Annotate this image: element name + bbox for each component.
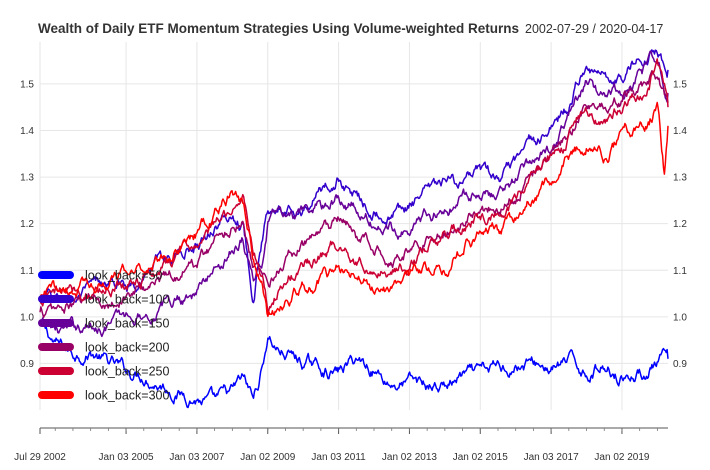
- legend-label: look_back=250: [85, 365, 169, 379]
- series-line-look-back-250: [39, 58, 669, 314]
- x-tick-label: Jan 03 2005: [99, 452, 154, 463]
- y-tick-label-left: 1.2: [20, 219, 34, 230]
- x-tick-label: Jan 03 2017: [524, 452, 579, 463]
- y-tick-label-left: 1.0: [20, 312, 34, 323]
- y-tick-label-right: 1.0: [673, 312, 687, 323]
- series-line-look-back-150: [39, 50, 669, 338]
- x-tick-label: Jan 03 2007: [169, 452, 224, 463]
- y-tick-label-left: 1.5: [20, 79, 34, 90]
- x-tick-label: Jan 02 2009: [240, 452, 295, 463]
- chart-date-range: 2002-07-29 / 2020-04-17: [525, 22, 663, 36]
- x-tick-label: Jan 02 2015: [453, 452, 508, 463]
- legend-label: look_back=200: [85, 341, 169, 355]
- y-tick-label-left: 0.9: [20, 359, 34, 370]
- x-tick-label: Jan 02 2013: [382, 452, 437, 463]
- x-tick-label: Jul 29 2002: [14, 452, 66, 463]
- y-tick-label-left: 1.4: [20, 126, 34, 137]
- x-tick-label: Jan 03 2011: [311, 452, 366, 463]
- y-tick-label-right: 1.4: [673, 126, 687, 137]
- series-line-look-back-100: [39, 49, 669, 304]
- legend-label: look_back=300: [85, 389, 169, 403]
- legend-label: look_back=50: [85, 269, 163, 283]
- series-layer: [39, 49, 669, 409]
- y-tick-label-right: 1.2: [673, 219, 687, 230]
- x-tick-label: Jan 02 2019: [594, 452, 649, 463]
- chart-title: Wealth of Daily ETF Momentum Strategies …: [38, 21, 519, 36]
- axis-layer: 0.9 0.9 1.0 1.0 1.1 1.1 1.2 1.2 1.3 1.3 1.4 1.4 1.5 1…: [14, 79, 687, 463]
- y-tick-label-left: 1.1: [20, 266, 34, 277]
- series-line-look-back-50: [39, 321, 669, 409]
- legend-label: look_back=100: [85, 293, 169, 307]
- y-tick-label-right: 1.1: [673, 266, 687, 277]
- series-line-look-back-200: [39, 70, 669, 319]
- y-tick-label-right: 1.3: [673, 173, 687, 184]
- y-tick-label-left: 1.3: [20, 173, 34, 184]
- y-tick-label-right: 0.9: [673, 359, 687, 370]
- grid-layer: [39, 42, 668, 410]
- y-tick-label-right: 1.5: [673, 79, 687, 90]
- series-line-look-back-300: [39, 101, 669, 318]
- legend-label: look_back=150: [85, 317, 169, 331]
- legend: look_back=50 look_back=100 look_back=150lo…: [38, 269, 169, 403]
